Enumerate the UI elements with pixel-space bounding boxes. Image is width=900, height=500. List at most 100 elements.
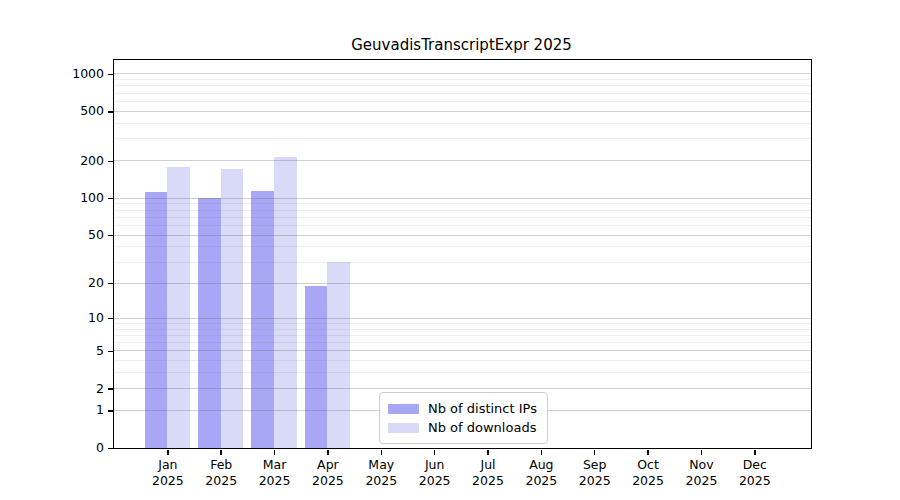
gridline-minor [114,101,811,102]
x-tick-year: 2025 [298,473,358,489]
chart-title: GeuvadisTranscriptExpr 2025 [113,36,810,54]
legend-label-distinct-ips: Nb of distinct IPs [428,401,537,416]
x-tick-month: Jul [458,457,518,473]
gridline-major [114,73,811,74]
x-tick-label: Mar2025 [245,457,305,489]
x-tick-year: 2025 [565,473,625,489]
y-tick-label: 5 [52,344,104,358]
y-tick-mark [108,235,113,237]
gridline-minor [114,372,811,373]
x-tick-year: 2025 [618,473,678,489]
x-tick-label: Dec2025 [725,457,785,489]
x-tick-mark [541,450,543,455]
gridline-major [114,283,811,284]
legend: Nb of distinct IPs Nb of downloads [379,392,548,444]
y-tick-label: 1 [52,403,104,417]
y-tick-mark [108,318,113,320]
x-tick-year: 2025 [138,473,198,489]
gridline-minor [114,138,811,139]
x-tick-label: Oct2025 [618,457,678,489]
y-tick-mark [108,111,113,113]
legend-label-downloads: Nb of downloads [428,420,536,435]
gridline-major [114,350,811,351]
x-tick-mark [167,450,169,455]
y-tick-label: 1000 [52,67,104,81]
gridline-major [114,388,811,389]
y-tick-mark [108,161,113,163]
gridline-minor [114,210,811,211]
bar-downloads-apr [327,262,350,448]
y-tick-label: 10 [52,311,104,325]
x-tick-month: Aug [511,457,571,473]
y-tick-label: 200 [52,154,104,168]
y-tick-mark [108,351,113,353]
x-tick-year: 2025 [191,473,251,489]
x-tick-label: Aug2025 [511,457,571,489]
x-tick-label: Jun2025 [405,457,465,489]
x-tick-mark [647,450,649,455]
gridline-minor [114,246,811,247]
x-tick-mark [220,450,222,455]
gridline-minor [114,93,811,94]
x-tick-mark [434,450,436,455]
y-tick-label: 20 [52,276,104,290]
x-tick-year: 2025 [351,473,411,489]
x-tick-month: Oct [618,457,678,473]
x-tick-month: May [351,457,411,473]
y-tick-mark [108,74,113,76]
x-tick-month: Feb [191,457,251,473]
x-tick-month: Jan [138,457,198,473]
y-tick-mark [108,283,113,285]
gridline-minor [114,262,811,263]
x-tick-year: 2025 [405,473,465,489]
x-tick-month: Mar [245,457,305,473]
gridline-minor [114,323,811,324]
x-tick-year: 2025 [245,473,305,489]
x-tick-mark [381,450,383,455]
x-tick-mark [701,450,703,455]
legend-swatch-downloads [388,423,419,433]
y-tick-label: 0 [52,441,104,455]
x-tick-month: Nov [671,457,731,473]
gridline-major [114,198,811,199]
x-tick-label: Feb2025 [191,457,251,489]
y-tick-label: 100 [52,191,104,205]
x-tick-mark [754,450,756,455]
x-tick-mark [327,450,329,455]
y-tick-label: 500 [52,104,104,118]
y-tick-mark [108,198,113,200]
bar-downloads-feb [221,169,244,448]
x-tick-month: Apr [298,457,358,473]
gridline-minor [114,329,811,330]
gridline-major [114,318,811,319]
gridline-major [114,235,811,236]
gridline-major [114,111,811,112]
gridline-major [114,160,811,161]
figure: GeuvadisTranscriptExpr 2025 012510205010… [0,0,900,500]
x-tick-month: Sep [565,457,625,473]
bar-downloads-mar [274,157,297,448]
gridline-minor [114,225,811,226]
x-tick-label: Apr2025 [298,457,358,489]
legend-item-downloads: Nb of downloads [388,418,537,437]
x-tick-mark [487,450,489,455]
x-tick-year: 2025 [511,473,571,489]
gridline-minor [114,85,811,86]
y-tick-mark [108,410,113,412]
x-tick-mark [594,450,596,455]
x-tick-month: Dec [725,457,785,473]
x-tick-label: Jan2025 [138,457,198,489]
x-tick-year: 2025 [458,473,518,489]
x-tick-label: May2025 [351,457,411,489]
x-tick-label: Nov2025 [671,457,731,489]
x-tick-label: Jul2025 [458,457,518,489]
x-tick-label: Sep2025 [565,457,625,489]
gridline-minor [114,360,811,361]
x-tick-year: 2025 [725,473,785,489]
y-tick-mark [108,448,113,450]
gridline-minor [114,79,811,80]
gridline-minor [114,123,811,124]
legend-item-distinct-ips: Nb of distinct IPs [388,399,537,418]
x-tick-month: Jun [405,457,465,473]
x-tick-year: 2025 [671,473,731,489]
